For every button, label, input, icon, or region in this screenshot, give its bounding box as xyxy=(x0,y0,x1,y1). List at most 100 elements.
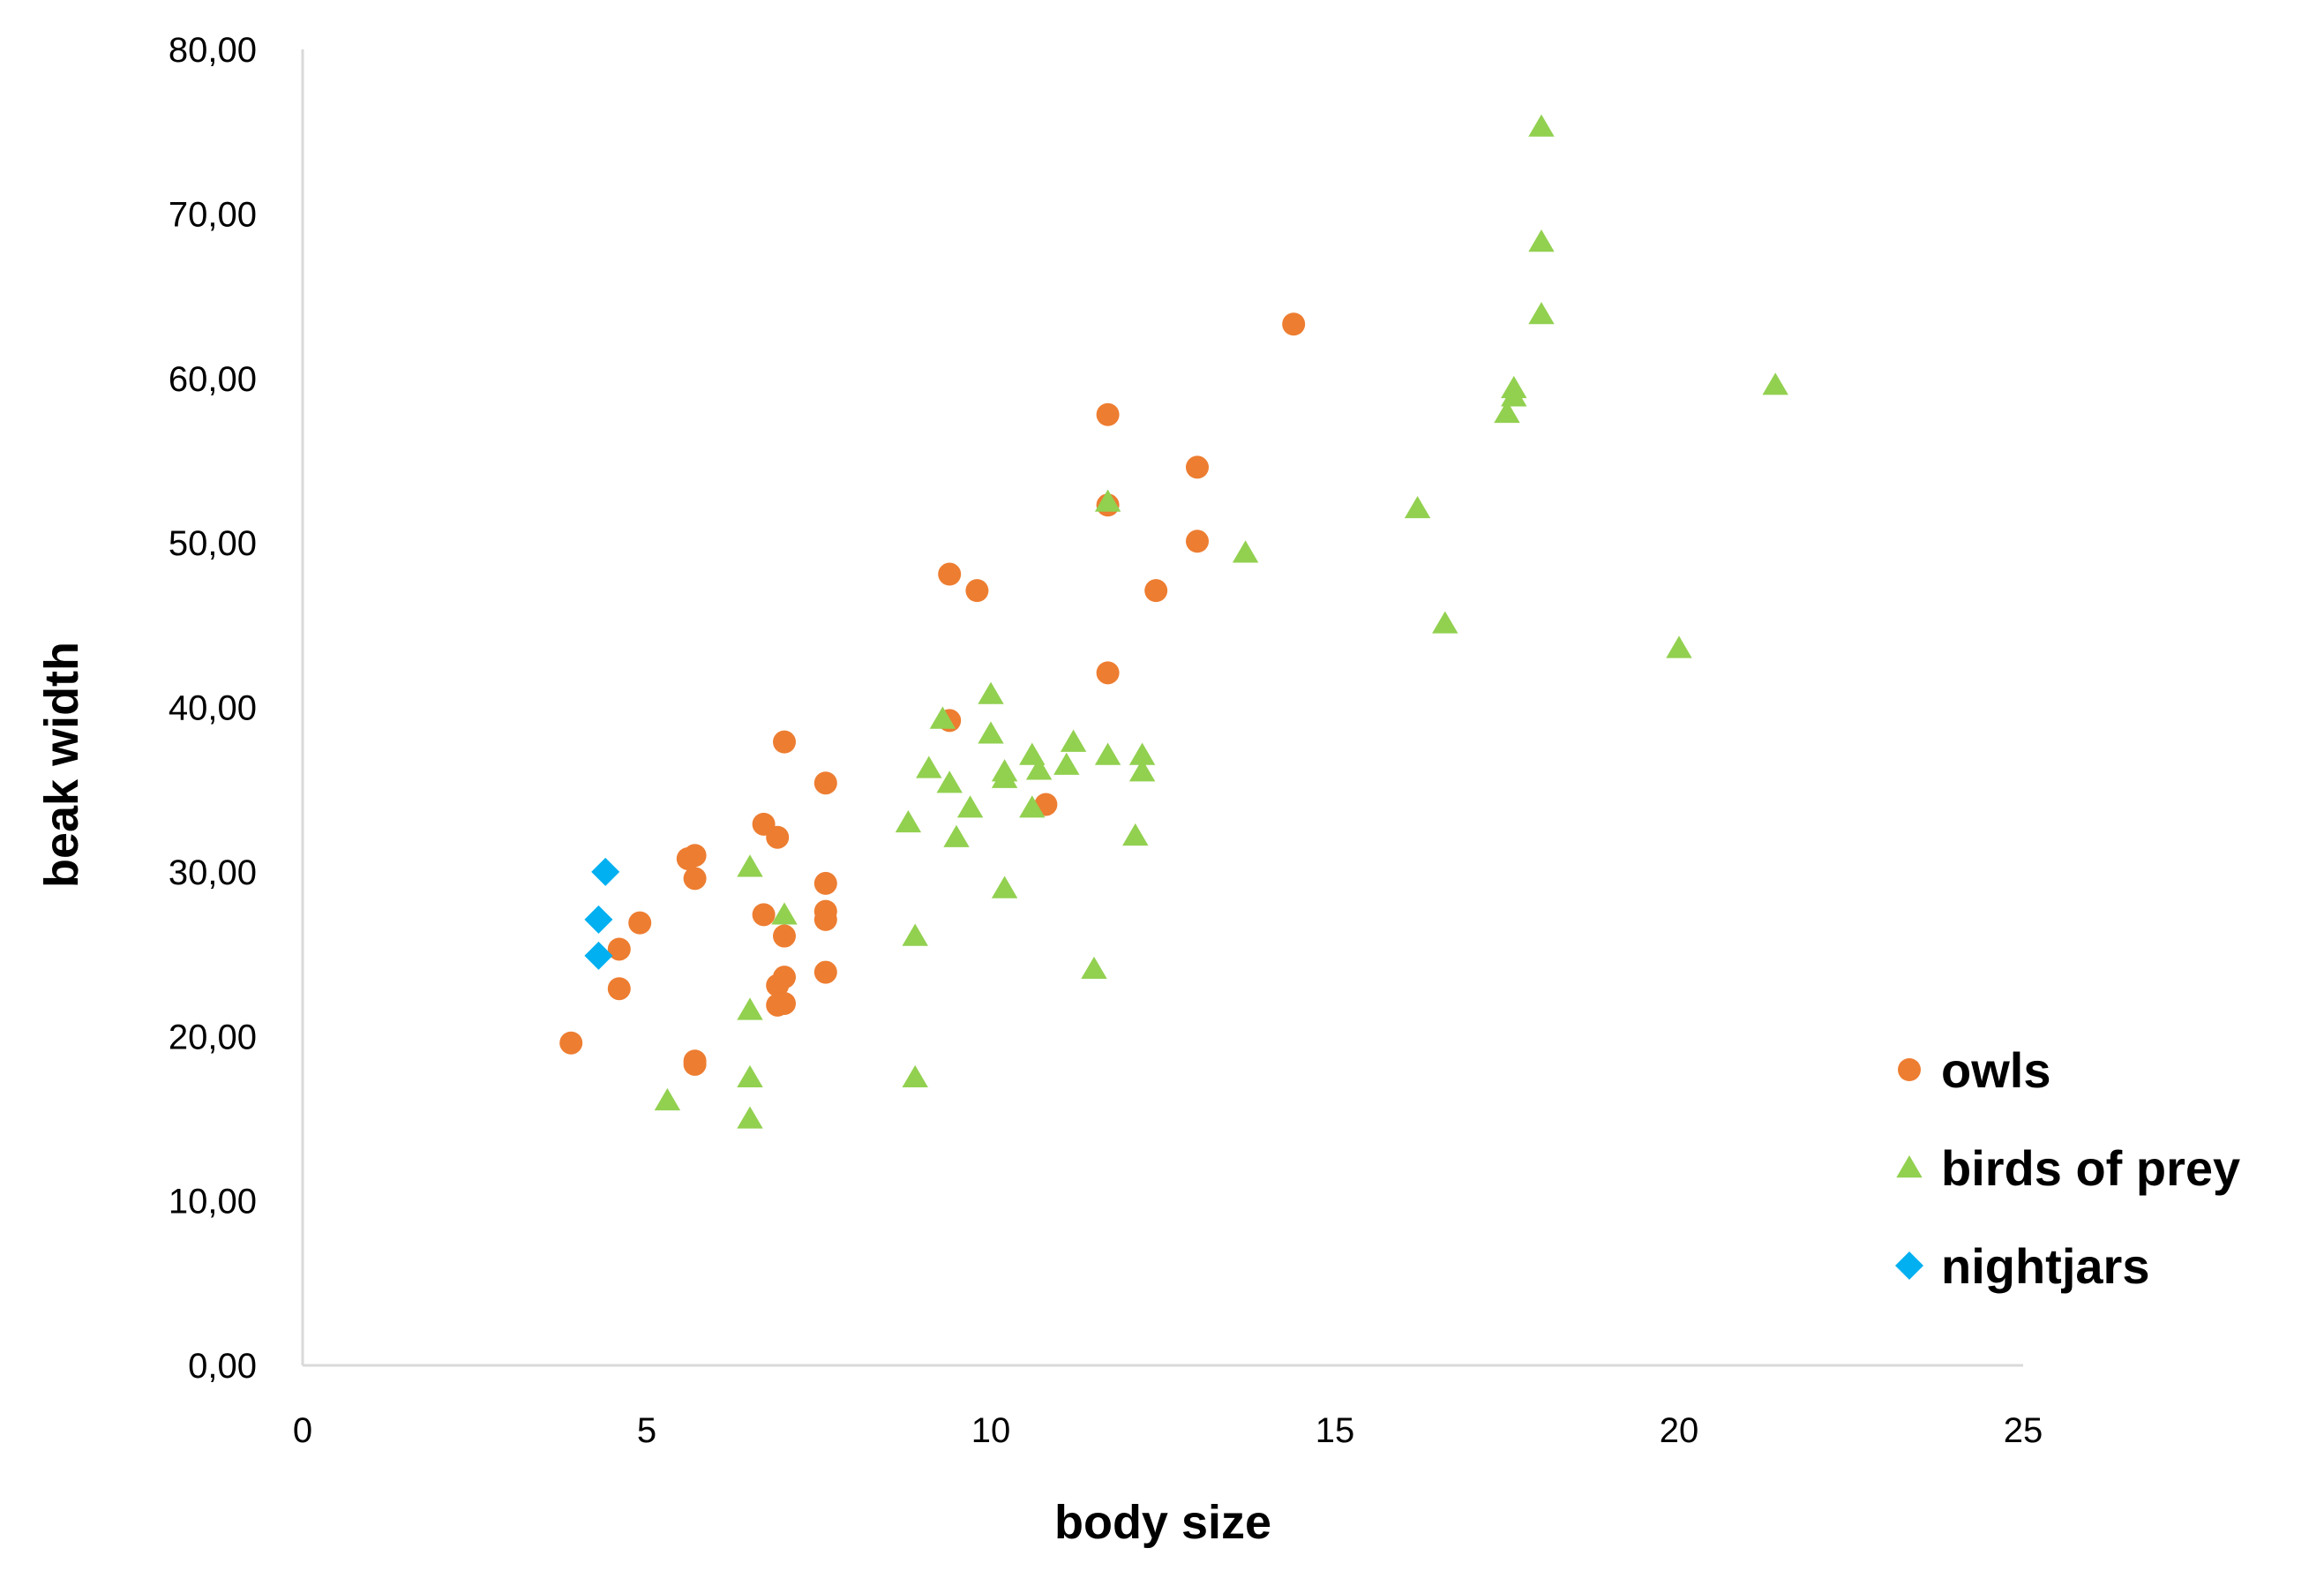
data-point xyxy=(1528,229,1555,252)
data-point xyxy=(956,795,984,818)
y-tick-label: 70,00 xyxy=(169,195,257,234)
data-point xyxy=(1019,795,1046,818)
data-point xyxy=(683,844,707,868)
data-point xyxy=(1432,611,1458,634)
data-point xyxy=(936,770,963,793)
data-point xyxy=(773,966,796,989)
legend-label: nightjars xyxy=(1941,1238,2149,1294)
data-point xyxy=(1096,402,1120,426)
data-point xyxy=(1094,489,1121,512)
data-point xyxy=(1501,384,1527,407)
data-point xyxy=(766,825,790,849)
y-tick-label: 30,00 xyxy=(169,853,257,892)
data-point xyxy=(737,854,763,877)
y-tick-label: 0,00 xyxy=(188,1347,257,1386)
data-point xyxy=(1282,312,1306,336)
data-point xyxy=(773,991,796,1015)
data-point xyxy=(752,903,776,927)
data-point xyxy=(1232,540,1259,563)
data-point xyxy=(895,809,922,833)
data-point xyxy=(943,824,970,847)
data-point xyxy=(737,1106,763,1129)
data-point xyxy=(902,1064,928,1088)
legend-item: nightjars xyxy=(1895,1238,2149,1294)
data-point xyxy=(773,730,796,754)
legend-marker xyxy=(1895,1252,1923,1280)
x-tick-label: 20 xyxy=(1660,1411,1699,1450)
legend-label: birds of prey xyxy=(1941,1140,2240,1196)
data-point xyxy=(1096,661,1120,685)
data-point xyxy=(1128,742,1156,765)
data-point xyxy=(559,1031,583,1055)
y-tick-label: 50,00 xyxy=(169,524,257,563)
data-point xyxy=(1094,742,1121,765)
y-tick-label: 20,00 xyxy=(169,1018,257,1056)
data-point xyxy=(991,765,1018,788)
legend: owls birds of prey nightjars xyxy=(1895,1042,2240,1294)
data-point xyxy=(1128,759,1156,782)
data-point xyxy=(938,562,962,586)
y-tick-label: 60,00 xyxy=(169,360,257,399)
x-tick-label: 15 xyxy=(1316,1411,1355,1450)
data-point xyxy=(584,905,613,934)
data-point xyxy=(813,871,837,895)
data-point xyxy=(1404,495,1431,519)
data-point xyxy=(1186,455,1209,479)
data-point xyxy=(1122,823,1149,846)
data-point xyxy=(591,857,620,886)
data-point xyxy=(1528,114,1555,137)
data-point xyxy=(654,1087,681,1111)
data-point xyxy=(1494,400,1520,424)
legend-item: owls xyxy=(1898,1042,2050,1098)
data-point xyxy=(1053,752,1080,775)
axes xyxy=(301,49,2023,1367)
data-point xyxy=(683,867,707,891)
data-point xyxy=(1144,579,1168,603)
data-point xyxy=(1025,757,1053,780)
data-point xyxy=(1186,530,1209,553)
data-point xyxy=(1666,635,1692,658)
data-point xyxy=(1762,372,1788,395)
x-tick-label: 0 xyxy=(293,1411,312,1450)
data-point xyxy=(813,771,837,795)
data-point xyxy=(965,579,989,603)
legend-label: owls xyxy=(1941,1042,2050,1098)
data-point xyxy=(683,1052,707,1076)
data-point xyxy=(737,997,763,1020)
data-point xyxy=(1528,302,1555,325)
legend-marker xyxy=(1896,1155,1923,1178)
data-point xyxy=(773,924,796,948)
legend-item: birds of prey xyxy=(1896,1140,2240,1196)
data-point xyxy=(929,706,956,729)
data-point xyxy=(771,902,798,925)
data-point xyxy=(607,937,631,961)
data-point xyxy=(584,941,613,970)
data-point xyxy=(1081,956,1107,980)
x-axis-tick-labels: 0 5 10 15 20 25 xyxy=(293,1411,2043,1450)
x-tick-label: 5 xyxy=(637,1411,656,1450)
data-points xyxy=(559,114,1788,1129)
y-axis-title: beak width xyxy=(35,642,88,888)
x-axis-title: body size xyxy=(1054,1496,1271,1549)
y-tick-label: 10,00 xyxy=(169,1183,257,1221)
data-point xyxy=(991,876,1018,898)
series-birds-of-prey xyxy=(654,114,1788,1129)
y-tick-label: 40,00 xyxy=(169,689,257,728)
x-tick-label: 25 xyxy=(2004,1411,2043,1450)
data-point xyxy=(916,755,942,778)
legend-marker xyxy=(1898,1058,1921,1081)
data-point xyxy=(737,1064,763,1088)
series-owls xyxy=(559,312,1306,1076)
data-point xyxy=(978,681,1004,704)
y-axis-tick-labels: 0,00 10,00 20,00 30,00 40,00 50,00 60,00 70,00 8… xyxy=(169,31,257,1386)
data-point xyxy=(813,960,837,984)
data-point xyxy=(1060,729,1087,752)
data-point xyxy=(978,721,1004,744)
data-point xyxy=(607,977,631,1001)
data-point xyxy=(628,911,652,935)
data-point xyxy=(902,923,928,946)
data-point xyxy=(813,907,837,931)
series-nightjars xyxy=(584,857,620,970)
y-tick-label: 80,00 xyxy=(169,31,257,70)
